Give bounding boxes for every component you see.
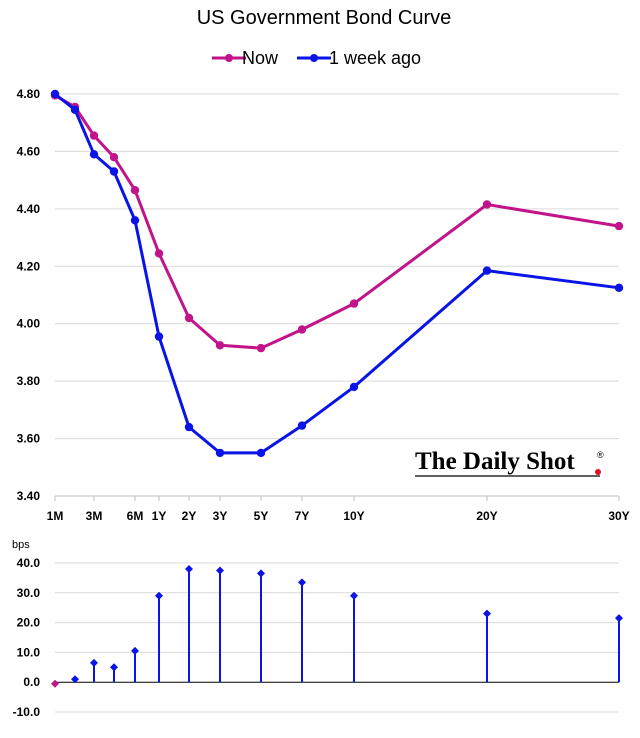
chart-title: US Government Bond Curve	[197, 7, 452, 29]
series-line-1-week-ago	[54, 92, 620, 455]
point-now-3y	[215, 341, 225, 350]
point-1-week-ago-3y	[215, 448, 225, 458]
spread-marker-20y	[483, 609, 491, 618]
spread-marker-2y	[185, 564, 193, 573]
point-1-week-ago-2y	[184, 422, 194, 432]
main-x-tick-30y: 30Y	[608, 509, 629, 523]
spread-marker-10y	[350, 591, 358, 600]
brand-dot	[595, 469, 601, 475]
spread-marker-7y	[298, 578, 306, 587]
main-y-tick-3-40: 3.40	[17, 489, 41, 503]
legend: Now 1 week ago	[212, 48, 421, 68]
main-x-tick-1y: 1Y	[152, 509, 167, 523]
point-now-30y	[614, 221, 624, 231]
spread-y-tick-30-0: 30.0	[17, 586, 41, 600]
legend-label-now: Now	[242, 48, 279, 68]
point-1-week-ago-30y	[614, 283, 624, 292]
main-y-tick-4-00: 4.00	[17, 317, 41, 331]
main-x-tick-5y: 5Y	[254, 509, 269, 523]
brand-logo: The Daily Shot ®	[415, 448, 604, 477]
spread-y-tick-10-0: 10.0	[17, 645, 41, 659]
main-y-tick-3-80: 3.80	[17, 374, 41, 388]
point-1-week-ago-5y	[256, 448, 266, 458]
main-x-tick-3m: 3M	[86, 509, 103, 523]
point-1-week-ago-6m	[130, 216, 140, 225]
main-gridlines	[55, 93, 619, 440]
main-x-tick-1m: 1M	[47, 509, 64, 523]
main-x-tick-7y: 7Y	[295, 509, 310, 523]
point-1-week-ago-1y	[154, 332, 164, 341]
point-1-week-ago-7y	[297, 421, 307, 430]
point-1-week-ago-4m	[109, 167, 119, 176]
spread-y-axis-ticks: -10.0 0.0 10.0 20.0 30.0 40.0	[13, 556, 41, 719]
point-now-1y	[154, 249, 164, 258]
spread-marker-30y	[615, 614, 623, 623]
point-now-2y	[184, 313, 194, 323]
main-y-tick-4-80: 4.80	[17, 87, 41, 101]
spread-marker-3m	[90, 658, 98, 667]
main-x-tick-10y: 10Y	[343, 509, 364, 523]
main-x-tick-6m: 6M	[127, 509, 144, 523]
spread-marker-3y	[216, 566, 224, 575]
main-y-tick-4-20: 4.20	[17, 259, 41, 273]
point-1-week-ago-2m	[70, 105, 80, 115]
spread-marker-1y	[155, 591, 163, 600]
main-y-tick-4-40: 4.40	[17, 202, 41, 216]
spread-marker-2m	[71, 675, 79, 684]
main-y-axis-ticks: 3.40 3.60 3.80 4.00 4.20 4.40 4.60 4.80	[17, 87, 41, 503]
spread-y-tick-10-0: -10.0	[13, 705, 41, 719]
point-1-week-ago-20y	[482, 266, 492, 275]
main-x-tick-3y: 3Y	[213, 509, 228, 523]
spread-y-tick-0-0: 0.0	[23, 675, 40, 689]
series-line-now	[54, 94, 620, 350]
main-x-tick-2y: 2Y	[182, 509, 197, 523]
point-1-week-ago-1m	[50, 89, 60, 99]
spread-y-tick-40-0: 40.0	[17, 556, 41, 570]
point-now-4m	[109, 153, 119, 162]
spread-marker-1m	[51, 679, 59, 688]
legend-label-1-week-ago: 1 week ago	[329, 48, 421, 68]
brand-mark: ®	[597, 450, 604, 460]
point-now-5y	[256, 343, 266, 353]
main-series	[50, 89, 624, 458]
point-1-week-ago-3m	[89, 150, 99, 159]
point-1-week-ago-10y	[349, 382, 359, 392]
point-now-3m	[89, 131, 99, 140]
main-y-tick-4-60: 4.60	[17, 144, 41, 158]
spread-marker-4m	[110, 663, 118, 672]
point-now-6m	[130, 186, 140, 195]
main-x-tick-20y: 20Y	[476, 509, 497, 523]
brand-name: The Daily Shot	[415, 448, 575, 475]
point-now-7y	[297, 325, 307, 334]
spread-marker-6m	[131, 646, 139, 655]
main-x-axis-ticks: 1M 3M 6M 1Y 2Y 3Y 5Y 7Y 10Y 20Y 30Y	[47, 496, 630, 523]
spread-marker-5y	[257, 569, 265, 578]
point-now-20y	[482, 200, 492, 209]
main-y-tick-3-60: 3.60	[17, 432, 41, 446]
legend-swatch-now-marker	[225, 54, 233, 62]
legend-swatch-1-week-ago-marker	[310, 54, 318, 62]
spread-y-tick-20-0: 20.0	[17, 616, 41, 630]
spread-unit-label: bps	[12, 539, 30, 551]
point-now-10y	[349, 299, 359, 308]
spread-gridlines	[55, 562, 619, 713]
spread-stems	[51, 564, 623, 688]
